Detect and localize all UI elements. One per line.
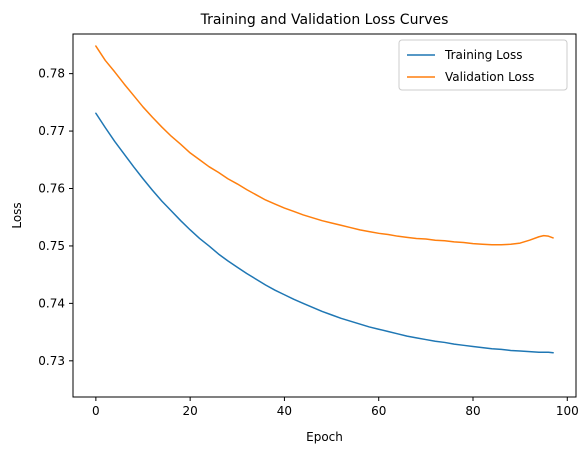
y-axis-label: Loss [10,202,24,228]
chart-title: Training and Validation Loss Curves [200,12,449,28]
series-line-1 [95,45,554,246]
legend-label: Training Loss [444,48,522,62]
x-tick-label: 20 [183,404,198,418]
plot-frame [72,33,577,398]
x-tick-label: 100 [556,404,579,418]
x-axis-label: Epoch [306,430,343,444]
y-tick-label: 0.73 [38,354,65,368]
x-tick-label: 40 [277,404,292,418]
y-tick-label: 0.77 [38,124,65,138]
x-tick-label: 0 [92,404,100,418]
x-tick-label: 80 [465,404,480,418]
legend: Training Loss Validation Loss [398,39,568,91]
y-tick-label: 0.75 [38,239,65,253]
y-tick-label: 0.76 [38,182,65,196]
y-tick-label: 0.78 [38,67,65,81]
y-tick-label: 0.74 [38,296,65,310]
x-tick-label: 60 [371,404,386,418]
series-line-0 [95,112,554,354]
x-axis-ticks: 0 20 40 60 80 100 [92,397,579,418]
y-axis-ticks: 0.73 0.74 0.75 0.76 0.77 0.78 [38,67,73,368]
legend-box [398,39,568,91]
legend-label: Validation Loss [445,70,534,84]
plot-area [95,45,554,354]
